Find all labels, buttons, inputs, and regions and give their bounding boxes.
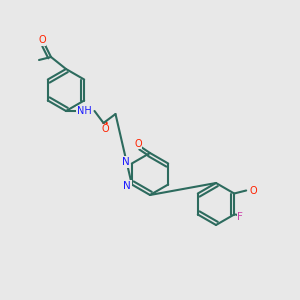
Text: O: O <box>38 35 46 46</box>
Text: O: O <box>250 185 257 196</box>
Text: O: O <box>134 139 142 149</box>
Text: N: N <box>122 157 130 167</box>
Text: F: F <box>237 212 243 223</box>
Text: N: N <box>123 181 131 191</box>
Text: NH: NH <box>76 106 92 116</box>
Text: O: O <box>101 124 109 134</box>
